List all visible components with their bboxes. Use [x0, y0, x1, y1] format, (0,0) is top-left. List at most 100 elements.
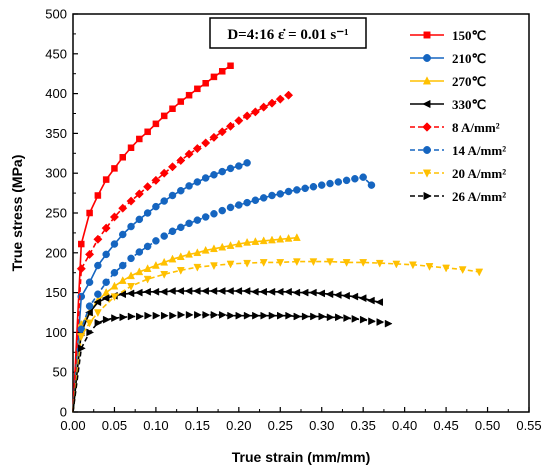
data-point — [243, 198, 251, 207]
data-point — [169, 311, 178, 320]
legend-label: 20 A/mm² — [452, 166, 506, 181]
y-tick-label: 200 — [45, 245, 67, 260]
data-point — [342, 259, 351, 267]
data-point — [317, 289, 325, 298]
data-point — [177, 223, 185, 232]
data-point — [351, 175, 359, 183]
data-point — [317, 181, 326, 189]
data-point — [226, 203, 235, 212]
series-line — [72, 290, 380, 413]
data-point — [152, 237, 160, 245]
data-point — [177, 186, 185, 195]
data-point — [442, 264, 450, 273]
data-point — [159, 168, 169, 178]
data-point — [102, 278, 110, 287]
data-point — [235, 311, 244, 320]
data-point — [268, 311, 277, 320]
data-point — [342, 291, 350, 300]
data-point — [367, 181, 376, 189]
y-tick-label: 500 — [45, 7, 67, 22]
data-point — [101, 223, 111, 233]
data-point — [267, 98, 277, 108]
data-point — [375, 259, 384, 268]
data-point — [210, 310, 219, 319]
data-point — [160, 257, 169, 266]
data-point — [218, 167, 226, 176]
data-point — [243, 159, 251, 167]
data-point — [267, 287, 276, 296]
data-point — [234, 287, 243, 295]
data-point — [226, 241, 235, 249]
data-point — [177, 98, 185, 105]
legend-marker — [422, 169, 432, 178]
data-point — [284, 90, 294, 100]
data-point — [160, 112, 168, 120]
data-point — [192, 143, 202, 154]
data-point — [268, 191, 276, 200]
data-point — [225, 287, 234, 295]
data-point — [168, 227, 177, 236]
data-point — [193, 216, 202, 224]
data-point — [309, 258, 318, 267]
series-line — [72, 236, 297, 413]
data-point — [143, 264, 152, 272]
data-point — [366, 296, 375, 305]
x-axis-title: True strain (mm/mm) — [232, 449, 370, 465]
data-point — [310, 312, 318, 321]
x-tick-label: 0.40 — [392, 418, 417, 433]
legend-label: 8 A/mm² — [452, 120, 500, 135]
series-layer — [72, 62, 484, 413]
data-point — [176, 267, 185, 275]
legend-label: 150℃ — [452, 28, 486, 43]
legend-marker — [422, 99, 431, 109]
data-point — [78, 344, 86, 353]
y-tick-label: 50 — [53, 365, 67, 380]
data-point — [177, 310, 186, 319]
data-point — [275, 94, 285, 104]
data-point — [135, 267, 144, 276]
data-point — [185, 219, 193, 228]
data-point — [110, 268, 119, 277]
data-point — [292, 288, 301, 297]
data-point — [309, 182, 318, 191]
data-point — [218, 242, 227, 251]
data-point — [176, 155, 186, 166]
data-point — [218, 206, 226, 215]
data-point — [284, 287, 292, 296]
data-point — [234, 116, 244, 126]
data-point — [259, 259, 268, 267]
data-point — [94, 261, 102, 270]
data-point — [185, 182, 193, 190]
data-point — [268, 235, 276, 244]
data-point — [252, 311, 260, 320]
data-point — [334, 178, 343, 186]
data-point — [194, 85, 201, 93]
x-tick-label: 0.10 — [143, 418, 168, 433]
data-point — [351, 314, 360, 323]
data-point — [376, 318, 385, 326]
data-point — [276, 234, 285, 243]
data-point — [85, 302, 94, 310]
data-point — [218, 310, 227, 319]
data-point — [167, 162, 178, 172]
data-point — [111, 314, 120, 322]
data-point — [225, 121, 236, 131]
annotation-box — [209, 17, 367, 49]
data-point — [134, 189, 144, 199]
data-point — [85, 308, 93, 317]
data-point — [193, 248, 202, 257]
data-point — [126, 196, 136, 206]
x-tick-label: 0.45 — [433, 418, 458, 433]
data-point — [160, 232, 168, 240]
data-point — [326, 179, 334, 188]
data-point — [184, 287, 193, 295]
y-tick-label: 0 — [60, 405, 67, 420]
x-tick-label: 0.25 — [268, 418, 293, 433]
data-point — [235, 201, 243, 209]
data-point — [343, 314, 352, 322]
data-point — [135, 215, 144, 224]
data-point — [76, 264, 86, 274]
data-point — [292, 233, 301, 241]
data-point — [210, 262, 218, 271]
data-point — [300, 288, 309, 297]
